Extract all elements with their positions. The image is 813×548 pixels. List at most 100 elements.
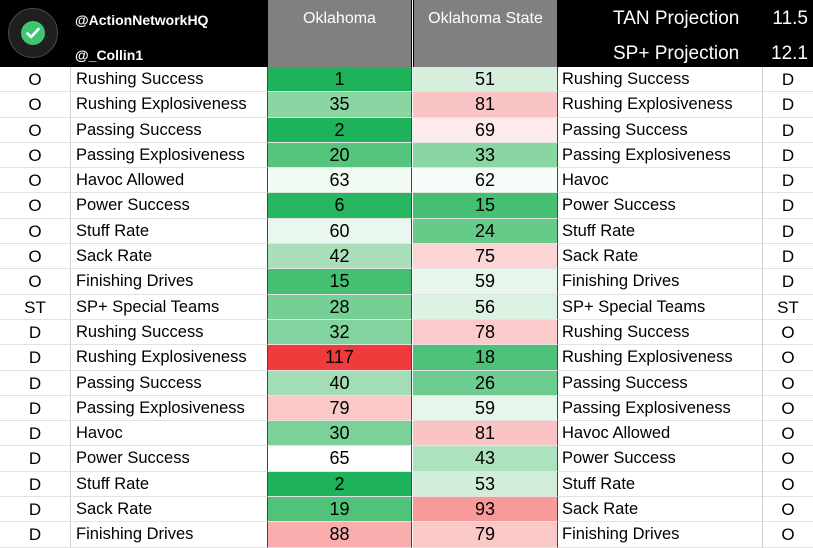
table-row: ST SP+ Special Teams 28 56 SP+ Special Teams… bbox=[0, 294, 813, 320]
oklahoma-state-rank[interactable]: 18 bbox=[413, 345, 558, 371]
metric-right: Stuff Rate bbox=[558, 219, 762, 245]
oklahoma-rank[interactable]: 6 bbox=[267, 193, 412, 219]
oklahoma-state-rank[interactable]: 81 bbox=[413, 421, 558, 447]
table-row: D Power Success 65 43 Power Success O bbox=[0, 446, 813, 472]
table-row: D Passing Success 40 26 Passing Success O bbox=[0, 370, 813, 396]
oklahoma-rank[interactable]: 1 bbox=[267, 67, 412, 93]
unit-right: D bbox=[762, 193, 813, 219]
oklahoma-rank[interactable]: 15 bbox=[267, 269, 412, 295]
projection-value: 11.5 bbox=[772, 8, 808, 29]
unit-right: D bbox=[762, 67, 813, 93]
table-row: O Passing Explosiveness 20 33 Passing Explos… bbox=[0, 142, 813, 169]
metric-left: Passing Explosiveness bbox=[70, 395, 267, 422]
oklahoma-state-rank[interactable]: 62 bbox=[413, 168, 558, 194]
oklahoma-state-rank[interactable]: 33 bbox=[413, 142, 558, 169]
unit-left: D bbox=[0, 446, 70, 472]
oklahoma-rank[interactable]: 117 bbox=[267, 345, 412, 371]
table-row: D Havoc 30 81 Havoc Allowed O bbox=[0, 421, 813, 447]
oklahoma-rank[interactable]: 63 bbox=[267, 168, 412, 194]
oklahoma-state-rank[interactable]: 59 bbox=[413, 269, 558, 295]
oklahoma-rank[interactable]: 30 bbox=[267, 421, 412, 447]
unit-right: O bbox=[762, 319, 813, 346]
oklahoma-state-rank[interactable]: 26 bbox=[413, 370, 558, 396]
oklahoma-state-rank[interactable]: 59 bbox=[413, 395, 558, 422]
metric-right: Finishing Drives bbox=[558, 269, 762, 295]
unit-left: D bbox=[0, 320, 70, 346]
metric-right: Power Success bbox=[558, 193, 762, 219]
unit-right: D bbox=[762, 142, 813, 169]
unit-left: D bbox=[0, 472, 70, 498]
oklahoma-state-rank[interactable]: 56 bbox=[413, 294, 558, 320]
table-row: O Havoc Allowed 63 62 Havoc D bbox=[0, 168, 813, 194]
oklahoma-rank[interactable]: 2 bbox=[267, 471, 412, 498]
logo-cell bbox=[0, 0, 70, 67]
handles-cell: @ActionNetworkHQ @_Collin1 bbox=[70, 0, 267, 67]
metric-left: Rushing Explosiveness bbox=[70, 345, 267, 371]
oklahoma-rank[interactable]: 28 bbox=[267, 294, 412, 320]
oklahoma-rank[interactable]: 19 bbox=[267, 497, 412, 523]
checkmark-circle-icon bbox=[21, 21, 45, 45]
oklahoma-rank[interactable]: 42 bbox=[267, 244, 412, 270]
oklahoma-state-rank[interactable]: 75 bbox=[413, 244, 558, 270]
metric-right: Passing Success bbox=[558, 371, 762, 396]
oklahoma-state-rank[interactable]: 43 bbox=[413, 446, 558, 472]
table-row: D Passing Explosiveness 79 59 Passing Explos… bbox=[0, 395, 813, 422]
unit-left: D bbox=[0, 497, 70, 523]
unit-left: D bbox=[0, 396, 70, 422]
metric-left: Passing Success bbox=[70, 117, 267, 143]
oklahoma-state-rank[interactable]: 81 bbox=[413, 92, 558, 118]
unit-left: O bbox=[0, 219, 70, 245]
unit-left: O bbox=[0, 269, 70, 295]
metric-right: Finishing Drives bbox=[558, 522, 762, 548]
oklahoma-state-rank[interactable]: 93 bbox=[413, 497, 558, 523]
oklahoma-state-rank[interactable]: 51 bbox=[413, 67, 558, 93]
unit-left: O bbox=[0, 143, 70, 169]
projections-cell: TAN Projection 11.5 SP+ Projection 12.1 bbox=[558, 0, 813, 67]
metric-left: Sack Rate bbox=[70, 244, 267, 270]
projection-label: TAN Projection bbox=[613, 8, 740, 29]
unit-left: O bbox=[0, 244, 70, 270]
metric-left: Havoc bbox=[70, 421, 267, 447]
table-row: O Passing Success 2 69 Passing Success D bbox=[0, 117, 813, 143]
oklahoma-rank[interactable]: 35 bbox=[267, 92, 412, 118]
oklahoma-rank[interactable]: 79 bbox=[267, 395, 412, 422]
unit-right: O bbox=[762, 421, 813, 447]
metric-right: Passing Explosiveness bbox=[558, 143, 762, 169]
metric-left: Havoc Allowed bbox=[70, 168, 267, 194]
unit-right: D bbox=[762, 244, 813, 270]
metric-right: Rushing Explosiveness bbox=[558, 92, 762, 118]
unit-right: D bbox=[762, 168, 813, 194]
oklahoma-state-rank[interactable]: 15 bbox=[413, 193, 558, 219]
metric-right: Rushing Explosiveness bbox=[558, 345, 762, 371]
table-row: O Rushing Success 1 51 Rushing Success D bbox=[0, 67, 813, 93]
oklahoma-rank[interactable]: 2 bbox=[267, 117, 412, 143]
unit-left: D bbox=[0, 522, 70, 548]
metric-left: Rushing Explosiveness bbox=[70, 92, 267, 118]
oklahoma-rank[interactable]: 60 bbox=[267, 218, 412, 245]
oklahoma-rank[interactable]: 20 bbox=[267, 142, 412, 169]
oklahoma-state-rank[interactable]: 53 bbox=[413, 471, 558, 498]
oklahoma-state-rank[interactable]: 69 bbox=[413, 117, 558, 143]
table-row: D Rushing Explosiveness 117 18 Rushing Explo… bbox=[0, 345, 813, 371]
table-row: D Finishing Drives 88 79 Finishing Drives O bbox=[0, 522, 813, 548]
metric-left: Passing Explosiveness bbox=[70, 142, 267, 169]
unit-right: O bbox=[762, 471, 813, 498]
metric-right: Power Success bbox=[558, 446, 762, 472]
unit-right: D bbox=[762, 218, 813, 245]
unit-right: O bbox=[762, 497, 813, 523]
oklahoma-rank[interactable]: 88 bbox=[267, 522, 412, 548]
metric-right: Rushing Success bbox=[558, 67, 762, 93]
oklahoma-rank[interactable]: 65 bbox=[267, 446, 412, 472]
oklahoma-state-rank[interactable]: 78 bbox=[413, 319, 558, 346]
unit-left: O bbox=[0, 193, 70, 219]
unit-right: O bbox=[762, 370, 813, 396]
oklahoma-rank[interactable]: 40 bbox=[267, 370, 412, 396]
oklahoma-rank[interactable]: 32 bbox=[267, 319, 412, 346]
unit-right: O bbox=[762, 446, 813, 472]
oklahoma-state-rank[interactable]: 24 bbox=[413, 218, 558, 245]
action-network-logo bbox=[8, 8, 58, 58]
unit-left: D bbox=[0, 345, 70, 371]
oklahoma-state-rank[interactable]: 79 bbox=[413, 522, 558, 548]
metric-left: Passing Success bbox=[70, 370, 267, 396]
unit-right: D bbox=[762, 117, 813, 143]
